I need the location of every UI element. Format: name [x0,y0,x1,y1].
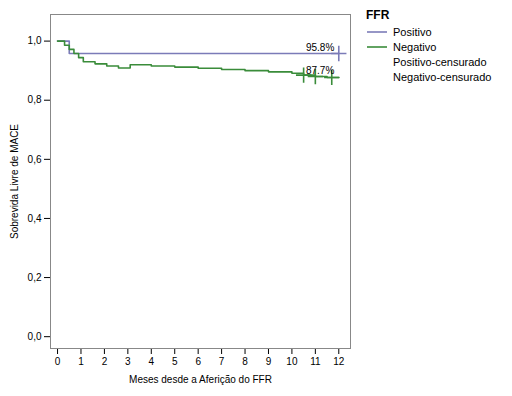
svg-text:6: 6 [195,356,201,367]
svg-text:5: 5 [172,356,178,367]
html-text:Negativo-censurado: Negativo-censurado [393,71,492,83]
svg-text:0,6: 0,6 [28,154,42,165]
svg-text:0,4: 0,4 [28,213,42,224]
svg-text:12: 12 [333,356,345,367]
svg-text:95.8%: 95.8% [306,42,334,53]
svg-text:10: 10 [286,356,298,367]
svg-text:8: 8 [242,356,248,367]
svg-text:0,0: 0,0 [28,331,42,342]
svg-text:9: 9 [266,356,272,367]
svg-text:Sobrevida Livre de MACE: Sobrevida Livre de MACE [9,124,20,239]
html-text:Positivo: Positivo [393,26,432,38]
html-text:Positivo-censurado: Positivo-censurado [393,56,487,68]
svg-text:0,2: 0,2 [28,272,42,283]
svg-text:4: 4 [149,356,155,367]
svg-text:3: 3 [125,356,131,367]
svg-text:0,8: 0,8 [28,94,42,105]
svg-text:2: 2 [102,356,108,367]
svg-text:1: 1 [78,356,84,367]
svg-text:1,0: 1,0 [28,35,42,46]
svg-text:87.7%: 87.7% [306,65,334,76]
svg-text:0: 0 [55,356,61,367]
svg-text:7: 7 [219,356,225,367]
html-text:Negativo: Negativo [393,41,437,53]
svg-text:Meses desde a Aferição do FFR: Meses desde a Aferição do FFR [129,374,272,385]
html-text:FFR: FFR [366,8,390,22]
svg-text:11: 11 [310,356,321,367]
